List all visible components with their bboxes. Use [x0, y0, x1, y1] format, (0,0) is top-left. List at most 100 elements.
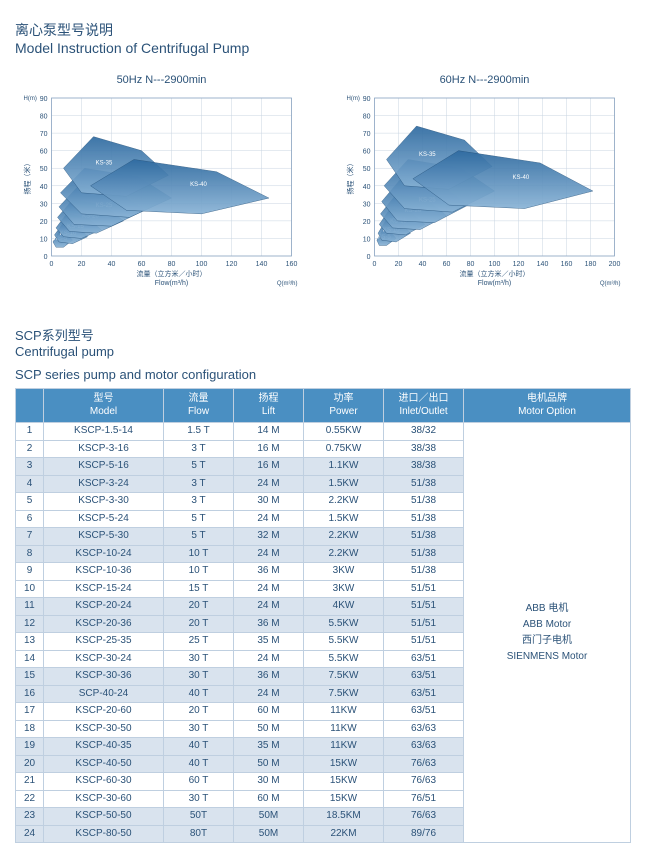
table-cell: 50M — [234, 825, 304, 843]
table-cell: KSCP-5-30 — [44, 528, 164, 546]
table-cell: 32 M — [234, 528, 304, 546]
table-cell: KSCP-10-24 — [44, 545, 164, 563]
table-cell: 2.2KW — [304, 545, 384, 563]
table-cell: 30 T — [164, 650, 234, 668]
table-cell: 20 T — [164, 615, 234, 633]
table-cell: 14 M — [234, 423, 304, 441]
table-cell: 76/63 — [384, 773, 464, 791]
table-cell: 3KW — [304, 563, 384, 581]
table-cell: 17 — [16, 703, 44, 721]
table-cell: 7.5KW — [304, 668, 384, 686]
table-cell: 24 M — [234, 685, 304, 703]
table-cell: KSCP-3-30 — [44, 493, 164, 511]
svg-text:KS-35: KS-35 — [419, 152, 436, 158]
table-cell: 1.1KW — [304, 458, 384, 476]
svg-text:流量（立方米／小时）: 流量（立方米／小时） — [137, 269, 207, 278]
svg-text:80: 80 — [40, 114, 48, 121]
svg-text:140: 140 — [537, 261, 549, 268]
table-cell: 63/51 — [384, 685, 464, 703]
table-cell: 60 M — [234, 703, 304, 721]
svg-text:10: 10 — [363, 236, 371, 243]
table-cell: 25 T — [164, 633, 234, 651]
table-cell: 24 M — [234, 580, 304, 598]
table-cell: 5.5KW — [304, 615, 384, 633]
table-cell: 24 M — [234, 510, 304, 528]
table-cell: 51/51 — [384, 598, 464, 616]
svg-text:80: 80 — [168, 261, 176, 268]
table-cell: KSCP-10-36 — [44, 563, 164, 581]
table-cell: 20 — [16, 755, 44, 773]
svg-text:90: 90 — [40, 96, 48, 103]
table-cell: 8 — [16, 545, 44, 563]
svg-text:KS-40: KS-40 — [190, 182, 207, 188]
table-cell: 63/51 — [384, 668, 464, 686]
table-cell: 18.5KM — [304, 808, 384, 826]
col-header — [16, 389, 44, 423]
table-row: 1KSCP-1.5-141.5 T14 M0.55KW38/32ABB 电机AB… — [16, 423, 631, 441]
table-cell: 10 T — [164, 545, 234, 563]
chart-50hz-title: 50Hz N---2900min — [15, 74, 308, 86]
spec-table: 型号Model流量Flow扬程Lift功率Power进口／出口Inlet/Out… — [15, 388, 631, 843]
col-header: 型号Model — [44, 389, 164, 423]
table-cell: 51/38 — [384, 510, 464, 528]
svg-text:90: 90 — [363, 96, 371, 103]
svg-text:20: 20 — [78, 261, 86, 268]
svg-text:80: 80 — [363, 114, 371, 121]
table-cell: 5 T — [164, 458, 234, 476]
table-cell: 50T — [164, 808, 234, 826]
chart-60hz: 60Hz N---2900min 02040608010012014016018… — [338, 74, 631, 295]
svg-text:100: 100 — [196, 261, 208, 268]
svg-text:Flow(m³/h): Flow(m³/h) — [155, 280, 188, 287]
table-cell: 11KW — [304, 738, 384, 756]
table-cell: 60 T — [164, 773, 234, 791]
table-cell: 60 M — [234, 790, 304, 808]
table-cell: KSCP-1.5-14 — [44, 423, 164, 441]
table-cell: KSCP-20-60 — [44, 703, 164, 721]
svg-text:H(m): H(m) — [24, 96, 37, 102]
svg-text:20: 20 — [363, 219, 371, 226]
svg-text:扬程（米）: 扬程（米） — [23, 160, 32, 195]
chart-60hz-svg: 0204060801001201401601802000102030405060… — [338, 90, 631, 290]
chart-50hz-svg: 0204060801001201401600102030405060708090… — [15, 90, 308, 290]
svg-text:60: 60 — [138, 261, 146, 268]
col-header: 电机品牌Motor Option — [464, 389, 631, 423]
table-cell: 15KW — [304, 790, 384, 808]
col-header: 扬程Lift — [234, 389, 304, 423]
table-cell: KSCP-3-24 — [44, 475, 164, 493]
table-cell: 19 — [16, 738, 44, 756]
table-cell: 2.2KW — [304, 493, 384, 511]
table-cell: 30 T — [164, 720, 234, 738]
table-cell: 51/51 — [384, 615, 464, 633]
table-cell: 36 M — [234, 668, 304, 686]
table-cell: 21 — [16, 773, 44, 791]
table-cell: KSCP-30-36 — [44, 668, 164, 686]
table-cell: 51/38 — [384, 475, 464, 493]
svg-text:10: 10 — [40, 236, 48, 243]
table-cell: 38/38 — [384, 458, 464, 476]
table-cell: 1.5KW — [304, 475, 384, 493]
svg-text:100: 100 — [489, 261, 501, 268]
svg-text:120: 120 — [226, 261, 238, 268]
table-cell: KSCP-5-24 — [44, 510, 164, 528]
table-cell: 3 T — [164, 493, 234, 511]
charts-row: 50Hz N---2900min 02040608010012014016001… — [15, 74, 631, 295]
table-cell: KSCP-80-50 — [44, 825, 164, 843]
table-cell: 5.5KW — [304, 633, 384, 651]
table-cell: 51/51 — [384, 580, 464, 598]
svg-text:200: 200 — [609, 261, 621, 268]
table-cell: 10 — [16, 580, 44, 598]
col-header: 进口／出口Inlet/Outlet — [384, 389, 464, 423]
table-cell: 0.55KW — [304, 423, 384, 441]
table-cell: 15KW — [304, 773, 384, 791]
svg-text:180: 180 — [585, 261, 597, 268]
table-cell: 63/51 — [384, 703, 464, 721]
table-cell: 11 — [16, 598, 44, 616]
svg-text:60: 60 — [363, 149, 371, 156]
col-header: 功率Power — [304, 389, 384, 423]
svg-text:160: 160 — [286, 261, 298, 268]
svg-text:Flow(m³/h): Flow(m³/h) — [478, 280, 511, 287]
table-cell: KSCP-25-35 — [44, 633, 164, 651]
chart-50hz: 50Hz N---2900min 02040608010012014016001… — [15, 74, 308, 295]
table-cell: 7 — [16, 528, 44, 546]
table-cell: 22 — [16, 790, 44, 808]
